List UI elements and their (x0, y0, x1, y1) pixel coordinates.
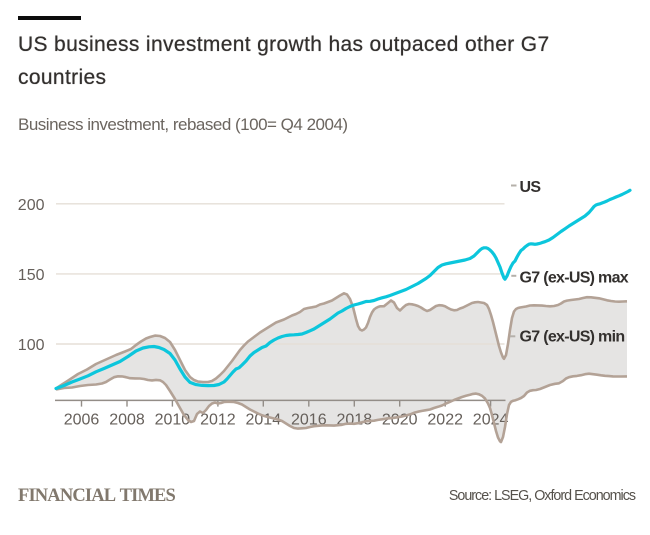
svg-text:2024: 2024 (473, 412, 509, 429)
svg-text:G7 (ex-US) min: G7 (ex-US) min (520, 329, 625, 346)
svg-text:150: 150 (18, 267, 45, 284)
svg-text:200: 200 (18, 197, 45, 214)
svg-text:2010: 2010 (155, 412, 191, 429)
svg-text:2022: 2022 (427, 412, 463, 429)
svg-text:2012: 2012 (200, 412, 236, 429)
svg-text:2016: 2016 (291, 412, 327, 429)
svg-text:US: US (520, 179, 542, 196)
svg-text:2006: 2006 (64, 412, 100, 429)
svg-text:2008: 2008 (109, 412, 145, 429)
svg-text:100: 100 (18, 337, 45, 354)
svg-text:2014: 2014 (246, 412, 282, 429)
svg-text:G7 (ex-US) max: G7 (ex-US) max (520, 269, 629, 286)
